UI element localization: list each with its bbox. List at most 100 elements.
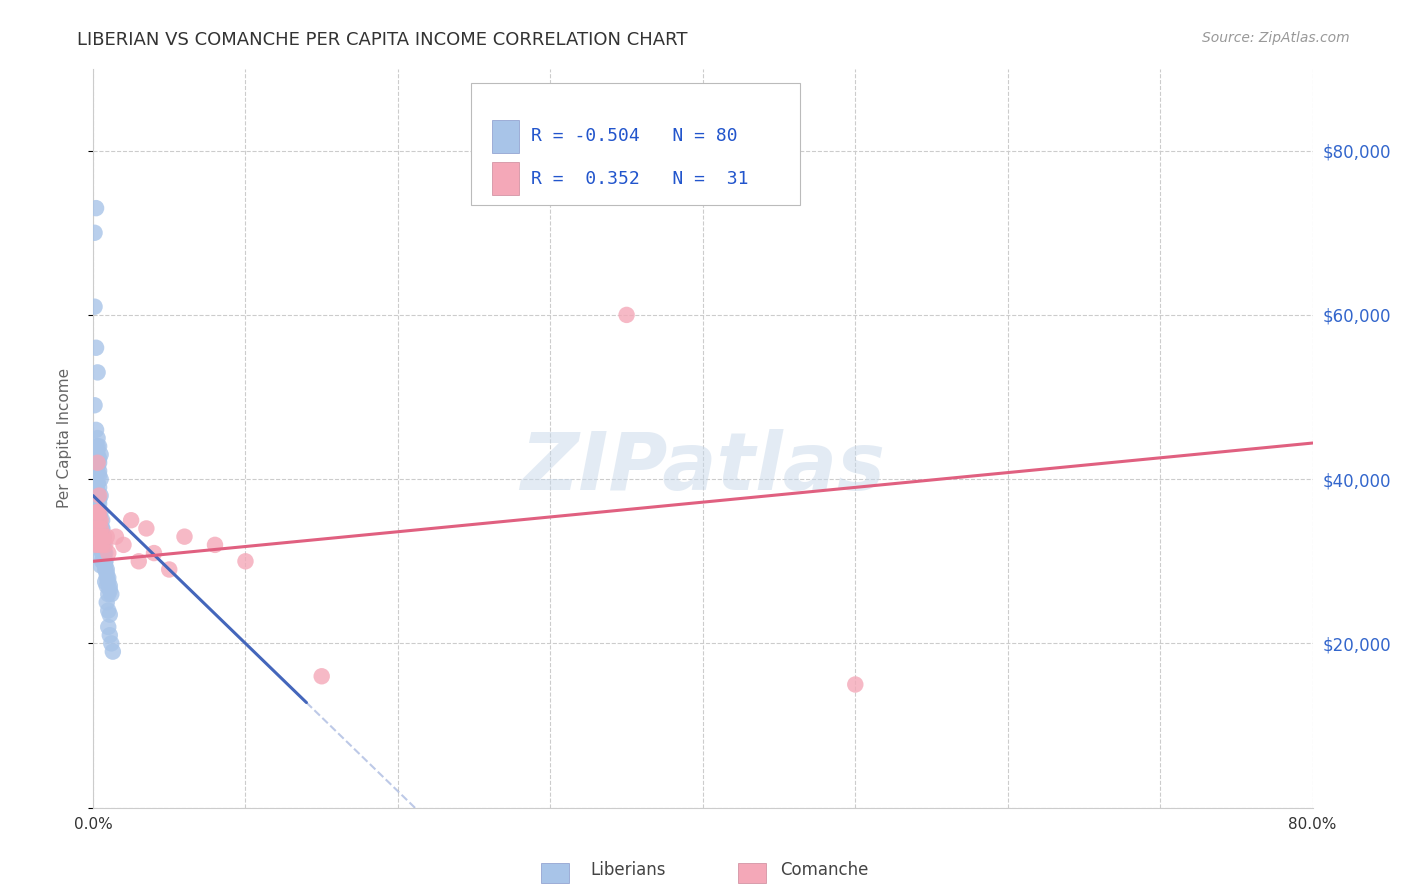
Point: [94, 538, 117, 552]
Point: [173, 530, 195, 544]
Point: [98, 579, 121, 593]
Point: [311, 669, 333, 683]
Point: [84, 423, 107, 437]
Point: [90, 513, 112, 527]
Point: [94, 546, 117, 560]
Point: [86, 365, 108, 379]
Point: [112, 538, 135, 552]
Point: [86, 431, 108, 445]
Point: [97, 546, 120, 560]
Point: [86, 439, 108, 453]
Point: [128, 554, 150, 568]
Point: [90, 448, 112, 462]
Point: [616, 308, 638, 322]
Point: [87, 489, 110, 503]
Point: [94, 554, 117, 568]
Point: [97, 574, 120, 589]
Point: [93, 530, 115, 544]
Y-axis label: Per Capita Income: Per Capita Income: [58, 368, 72, 508]
Point: [93, 530, 115, 544]
Point: [94, 562, 117, 576]
Point: [93, 538, 115, 552]
Point: [97, 603, 120, 617]
Point: [844, 677, 866, 691]
Text: R =  0.352   N =  31: R = 0.352 N = 31: [531, 169, 748, 187]
Point: [94, 554, 117, 568]
Text: LIBERIAN VS COMANCHE PER CAPITA INCOME CORRELATION CHART: LIBERIAN VS COMANCHE PER CAPITA INCOME C…: [77, 31, 688, 49]
Point: [84, 341, 107, 355]
Point: [97, 587, 120, 601]
Point: [87, 497, 110, 511]
Point: [84, 472, 107, 486]
Point: [100, 587, 122, 601]
Point: [98, 582, 121, 597]
Point: [96, 579, 118, 593]
Point: [91, 530, 114, 544]
Point: [143, 546, 166, 560]
Point: [84, 538, 107, 552]
Point: [86, 456, 108, 470]
Point: [86, 505, 108, 519]
Point: [86, 476, 108, 491]
Point: [97, 620, 120, 634]
Point: [91, 538, 114, 552]
Point: [91, 521, 114, 535]
Point: [90, 505, 112, 519]
Bar: [492, 120, 519, 153]
Point: [91, 546, 114, 560]
Point: [86, 448, 108, 462]
Point: [90, 521, 112, 535]
Point: [204, 538, 226, 552]
Point: [84, 439, 107, 453]
Point: [104, 530, 127, 544]
Point: [135, 521, 157, 535]
Point: [91, 538, 114, 552]
Point: [87, 464, 110, 478]
Point: [87, 439, 110, 453]
Point: [98, 628, 121, 642]
Point: [90, 541, 112, 556]
Point: [94, 558, 117, 573]
Point: [87, 456, 110, 470]
Point: [86, 476, 108, 491]
Point: [96, 566, 118, 581]
Point: [157, 562, 180, 576]
Point: [86, 459, 108, 474]
Point: [87, 509, 110, 524]
Point: [83, 464, 105, 478]
Point: [86, 521, 108, 535]
Point: [83, 226, 105, 240]
Text: Liberians: Liberians: [591, 861, 666, 879]
Point: [90, 472, 112, 486]
Point: [93, 530, 115, 544]
Point: [90, 530, 112, 544]
Point: [83, 300, 105, 314]
Point: [90, 521, 112, 535]
Text: Source: ZipAtlas.com: Source: ZipAtlas.com: [1202, 31, 1350, 45]
Point: [101, 645, 124, 659]
Point: [90, 489, 112, 503]
Point: [87, 513, 110, 527]
Point: [86, 505, 108, 519]
Point: [84, 456, 107, 470]
Point: [97, 571, 120, 585]
Point: [93, 546, 115, 560]
Point: [86, 517, 108, 532]
Point: [83, 398, 105, 412]
Point: [87, 538, 110, 552]
Point: [91, 513, 114, 527]
Point: [91, 521, 114, 535]
Point: [87, 505, 110, 519]
Point: [98, 607, 121, 622]
Point: [96, 571, 118, 585]
Point: [90, 558, 112, 573]
Point: [84, 201, 107, 215]
Point: [96, 530, 118, 544]
Text: R = -0.504   N = 80: R = -0.504 N = 80: [531, 128, 738, 145]
Point: [86, 484, 108, 499]
Point: [94, 574, 117, 589]
Point: [87, 480, 110, 494]
Point: [86, 500, 108, 515]
Bar: [492, 162, 519, 195]
Point: [84, 484, 107, 499]
